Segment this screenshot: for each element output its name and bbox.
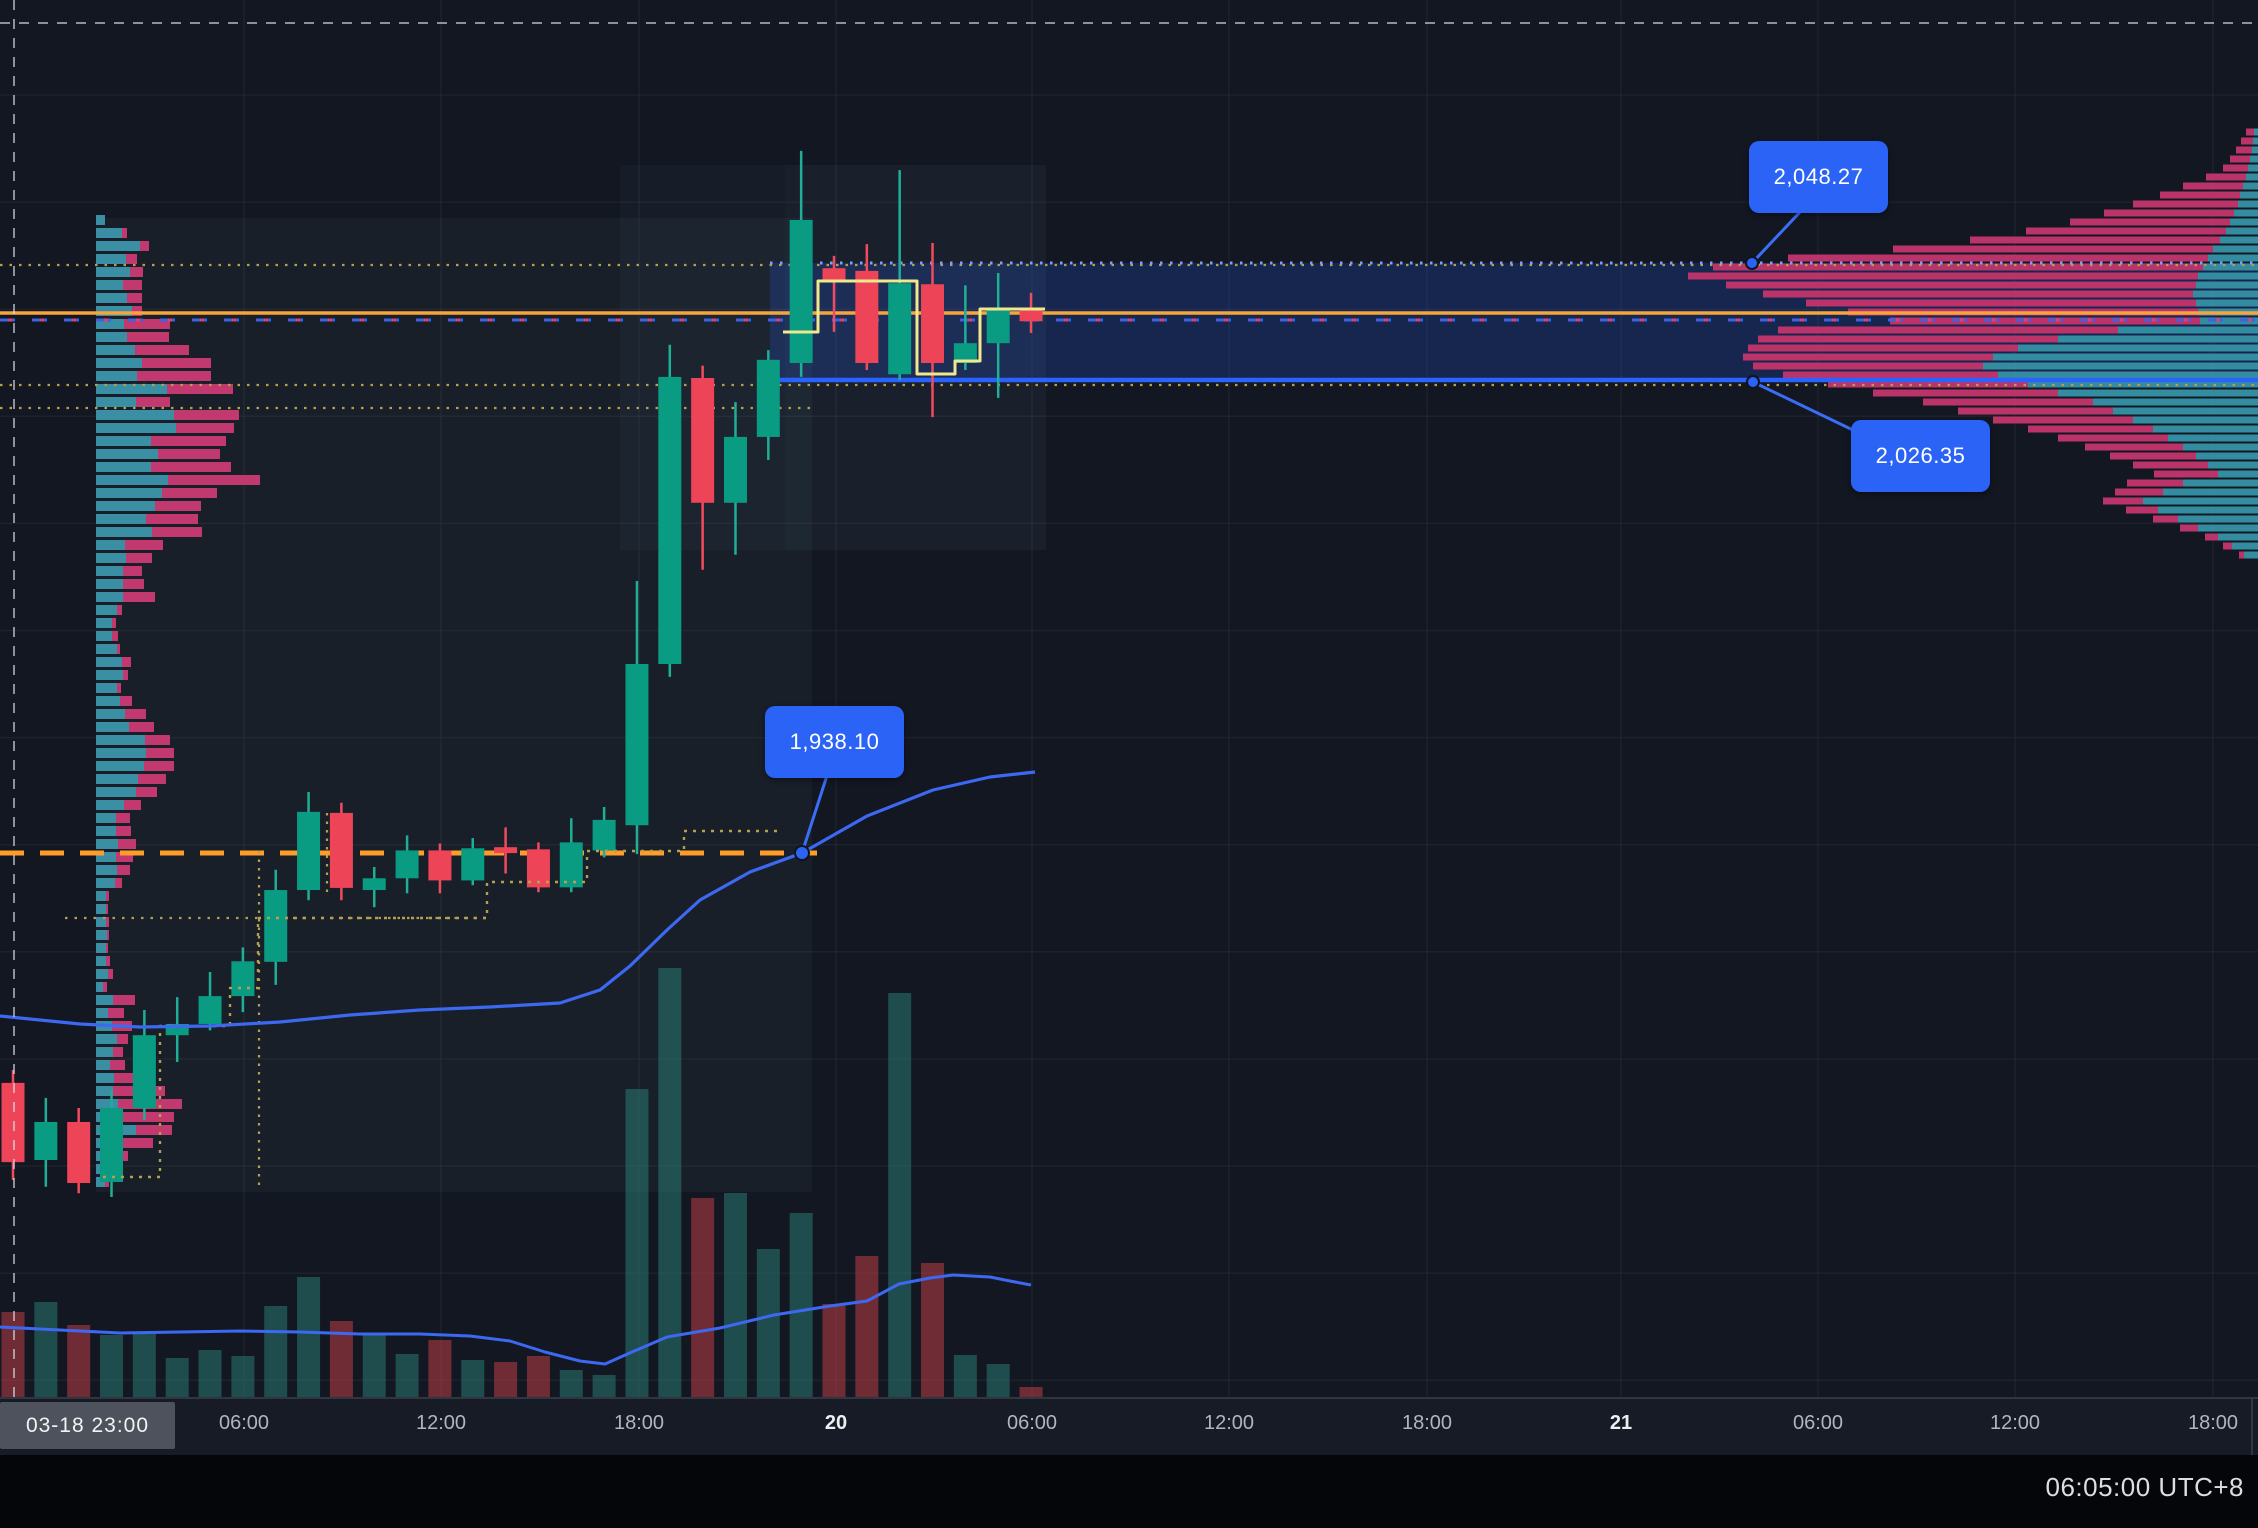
time-tick-label: 18:00 — [1401, 1412, 1453, 1434]
time-tick-label: 12:00 — [415, 1412, 467, 1434]
time-tick-label: 06:00 — [218, 1412, 270, 1434]
time-tick-label: 21 — [1609, 1412, 1633, 1434]
time-tick-label: 12:00 — [1989, 1412, 2041, 1434]
time-tick-label: 06:00 — [1792, 1412, 1844, 1434]
price-alert-badge-lower[interactable]: 2,026.35 — [1851, 420, 1990, 492]
time-tick-label: 06:00 — [1006, 1412, 1058, 1434]
time-tick-label: 12:00 — [1203, 1412, 1255, 1434]
time-tick-label: 18:00 — [2187, 1412, 2239, 1434]
session-clock: 06:05:00 UTC+8 — [2045, 1472, 2244, 1502]
price-alert-badge-upper[interactable]: 2,048.27 — [1749, 141, 1888, 213]
time-tick-label: 18:00 — [613, 1412, 665, 1434]
time-tick-label: 20 — [824, 1412, 848, 1434]
crosshair-time-label: 03-18 23:00 — [0, 1402, 175, 1449]
price-alert-badge-ma[interactable]: 1,938.10 — [765, 706, 904, 778]
